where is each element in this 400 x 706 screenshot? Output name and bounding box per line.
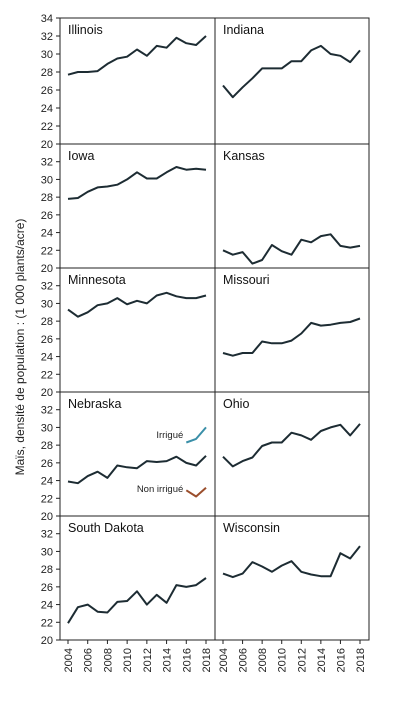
x-tick-label: 2014 [162, 648, 174, 672]
y-tick-label: 20 [41, 635, 53, 647]
y-tick-label: 20 [41, 263, 53, 275]
series-line-kansas [222, 233, 361, 265]
y-tick-label: 26 [41, 458, 53, 470]
y-tick-label: 22 [41, 493, 53, 505]
series-label-non-irrigu: Non irrigué [137, 484, 183, 495]
panel-wisconsin: Wisconsin 2004 2006 2008 2010 2012 2014 2016 201… [214, 515, 370, 672]
y-tick-label: 32 [41, 529, 53, 541]
y-tick-label: 24 [41, 600, 53, 612]
y-tick-label: 30 [41, 546, 53, 558]
series-line-ohio [222, 423, 361, 468]
panel-kansas: Kansas [214, 143, 370, 269]
y-tick-label: 24 [41, 103, 53, 115]
series-line-missouri [222, 317, 361, 357]
y-tick-label: 28 [41, 316, 53, 328]
y-tick-label: 28 [41, 440, 53, 452]
series-line-illinois [67, 35, 207, 76]
series-line-south-dakota [67, 577, 207, 624]
y-tick-label: 30 [41, 298, 53, 310]
panel-frame [214, 515, 370, 641]
panel-title: Minnesota [68, 273, 126, 287]
y-tick-label: 22 [41, 369, 53, 381]
y-tick-label: 26 [41, 85, 53, 97]
y-tick-label: 32 [41, 405, 53, 417]
panel-title: Ohio [223, 397, 249, 411]
series-line-minnesota [67, 291, 207, 318]
x-tick-label: 2018 [201, 648, 213, 672]
y-tick-label: 20 [41, 139, 53, 151]
x-tick-label: 2016 [181, 648, 193, 672]
x-tick-label: 2010 [122, 648, 134, 672]
y-tick-label: 28 [41, 564, 53, 576]
y-tick-label: 22 [41, 617, 53, 629]
y-tick-label: 30 [41, 49, 53, 61]
panel-title: Iowa [68, 149, 94, 163]
panel-title: Missouri [223, 273, 270, 287]
y-tick-label: 22 [41, 245, 53, 257]
panel-title: Nebraska [68, 397, 122, 411]
panels-group: Illinois 20 22 24 26 28 30 32 34 Indiana Iowa 20 22 2… [41, 13, 370, 672]
y-tick-label: 26 [41, 582, 53, 594]
x-tick-label: 2008 [102, 648, 114, 672]
x-tick-label: 2006 [238, 648, 250, 672]
panel-missouri: Missouri [214, 267, 370, 393]
x-tick-label: 2018 [355, 648, 367, 672]
x-tick-label: 2014 [316, 648, 328, 672]
x-tick-label: 2012 [296, 648, 308, 672]
y-tick-label: 28 [41, 67, 53, 79]
panel-indiana: Indiana [214, 17, 370, 145]
y-tick-label: 24 [41, 228, 53, 240]
y-tick-label: 24 [41, 352, 53, 364]
y-tick-label: 26 [41, 334, 53, 346]
series-line-iowa [67, 166, 207, 200]
panel-minnesota: Minnesota 20 22 24 26 28 30 32 [41, 267, 216, 399]
x-tick-label: 2004 [63, 648, 75, 672]
panel-nebraska: Nebraska 20 22 24 26 28 30 32 Irrigué Non irrigué [41, 391, 216, 523]
panel-title: Illinois [68, 23, 103, 37]
y-tick-label: 24 [41, 476, 53, 488]
panel-title: Wisconsin [223, 521, 280, 535]
y-tick-label: 30 [41, 422, 53, 434]
x-tick-label: 2010 [277, 648, 289, 672]
y-tick-label: 28 [41, 192, 53, 204]
y-tick-label: 32 [41, 157, 53, 169]
x-tick-label: 2012 [142, 648, 154, 672]
series-label-irrigu: Irrigué [156, 430, 183, 441]
y-tick-label: 30 [41, 174, 53, 186]
x-tick-label: 2008 [257, 648, 269, 672]
x-tick-label: 2004 [218, 648, 230, 672]
y-tick-label: 32 [41, 281, 53, 293]
panel-title: Kansas [223, 149, 265, 163]
series-line-wisconsin [222, 545, 361, 579]
series-line-indiana [222, 44, 361, 99]
y-tick-label: 20 [41, 387, 53, 399]
series-line-nebraska [67, 455, 207, 485]
panel-title: South Dakota [68, 521, 144, 535]
y-tick-label: 22 [41, 121, 53, 133]
x-tick-label: 2006 [83, 648, 95, 672]
panel-iowa: Iowa 20 22 24 26 28 30 32 [41, 143, 216, 275]
panel-title: Indiana [223, 23, 264, 37]
panel-south-dakota: South Dakota 20 22 24 26 28 30 32 2004 2006 2008 20… [41, 515, 216, 672]
series-line-irrigu [185, 426, 207, 444]
panel-illinois: Illinois 20 22 24 26 28 30 32 34 [41, 13, 216, 151]
x-tick-label: 2016 [335, 648, 347, 672]
y-tick-label: 32 [41, 31, 53, 43]
panel-ohio: Ohio [214, 391, 370, 517]
y-tick-label: 26 [41, 210, 53, 222]
y-tick-label: 20 [41, 511, 53, 523]
y-tick-label: 34 [41, 13, 53, 25]
y-axis-label: Maïs, densité de population : (1 000 pla… [13, 219, 27, 476]
series-line-non-irrigu [185, 486, 207, 498]
